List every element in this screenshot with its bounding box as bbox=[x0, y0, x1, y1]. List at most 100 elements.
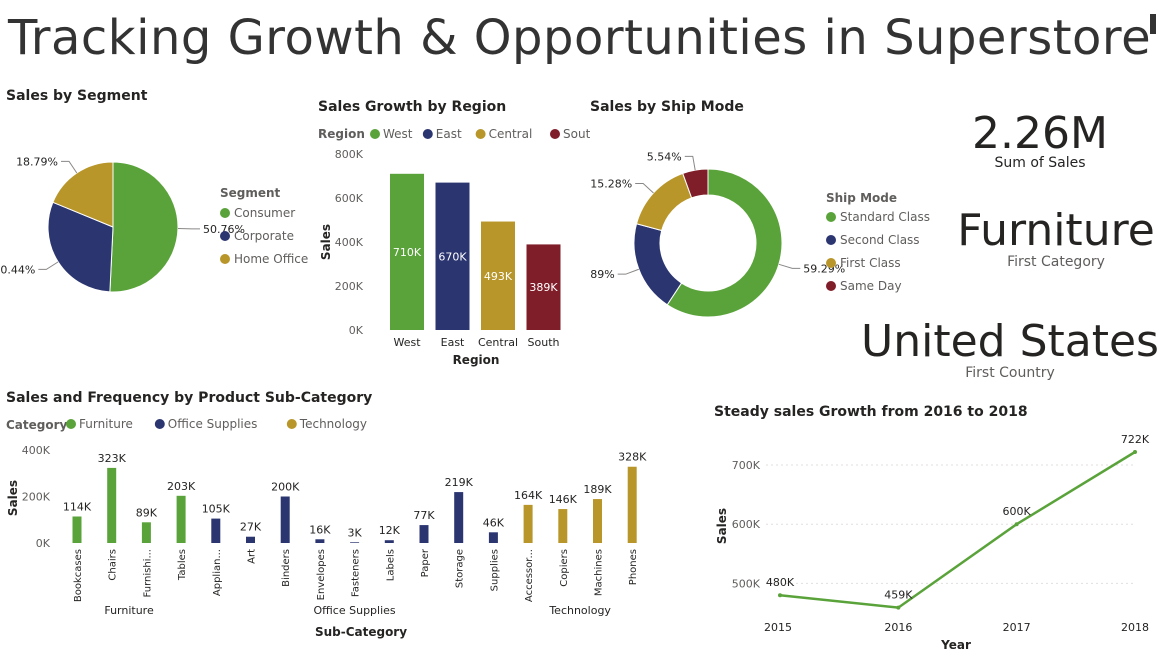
subcategory-x-tick-label: Copiers bbox=[559, 549, 570, 587]
shipmode-legend-item[interactable]: Standard Class bbox=[840, 210, 930, 224]
kpi-category-label: First Category bbox=[1007, 254, 1105, 270]
subcategory-x-tick-label: Applian... bbox=[212, 549, 223, 596]
subcategory-bar-applian[interactable] bbox=[211, 518, 221, 543]
shipmode-slice-first-class[interactable] bbox=[635, 172, 693, 232]
yearly-x-tick-label: 2018 bbox=[1121, 621, 1149, 634]
subcategory-legend-title: Category bbox=[6, 418, 68, 432]
segment-legend-item[interactable]: Consumer bbox=[234, 206, 295, 220]
yearly-data-point[interactable] bbox=[1014, 522, 1019, 527]
region-x-axis-title: Region bbox=[453, 353, 500, 367]
subcategory-bar-labels[interactable] bbox=[384, 540, 394, 543]
subcategory-group-label: Technology bbox=[548, 604, 611, 617]
yearly-data-label: 459K bbox=[884, 589, 913, 602]
yearly-data-label: 722K bbox=[1121, 433, 1150, 446]
region-legend-item[interactable]: Central bbox=[489, 127, 533, 141]
shipmode-slice-standard-class[interactable] bbox=[666, 168, 783, 318]
segment-legend-item[interactable]: Home Office bbox=[234, 252, 308, 266]
shipmode-slice-same-day[interactable] bbox=[682, 168, 709, 199]
shipmode-legend-item[interactable]: Same Day bbox=[840, 279, 902, 293]
yearly-data-point[interactable] bbox=[1133, 450, 1137, 454]
subcategory-x-tick-label: Envelopes bbox=[316, 549, 327, 600]
region-bar-value-label: 670K bbox=[438, 250, 467, 263]
segment-slice-consumer[interactable] bbox=[109, 161, 179, 293]
subcategory-bar-chart: Category Furniture Office Supplies Technol… bbox=[6, 417, 647, 639]
subcategory-bar-tables[interactable] bbox=[176, 495, 186, 543]
region-legend-marker bbox=[475, 129, 486, 139]
subcategory-bar-bookcases[interactable] bbox=[72, 516, 82, 543]
subcategory-bar-accessor[interactable] bbox=[523, 504, 533, 543]
yearly-y-tick-label: 700K bbox=[732, 459, 761, 472]
region-bar-east[interactable] bbox=[435, 182, 470, 330]
region-legend-item[interactable]: West bbox=[383, 127, 413, 141]
shipmode-legend-marker bbox=[826, 235, 836, 245]
shipmode-leader-line bbox=[778, 263, 801, 269]
region-x-tick-label: West bbox=[393, 336, 421, 349]
subcategory-chart-title: Sales and Frequency by Product Sub-Categ… bbox=[6, 390, 373, 406]
subcategory-legend-item[interactable]: Office Supplies bbox=[168, 417, 258, 431]
subcategory-bar-envelopes[interactable] bbox=[315, 539, 325, 543]
segment-slice-home-office[interactable] bbox=[52, 161, 114, 228]
subcategory-bar-art[interactable] bbox=[246, 536, 255, 543]
shipmode-legend-marker bbox=[826, 212, 836, 222]
yearly-sales-line[interactable] bbox=[779, 450, 1136, 609]
subcategory-bar-value-label: 16K bbox=[309, 523, 331, 536]
segment-leader-line bbox=[61, 160, 78, 174]
yearly-y-axis-title: Sales bbox=[715, 508, 729, 544]
subcategory-bar-phones[interactable] bbox=[627, 466, 637, 543]
shipmode-slice-second-class[interactable] bbox=[633, 223, 683, 306]
subcategory-bar-value-label: 219K bbox=[445, 476, 474, 489]
kpi-country-card: United States First Country bbox=[860, 316, 1160, 381]
subcategory-bar-value-label: 27K bbox=[240, 521, 262, 534]
region-bar-value-label: 389K bbox=[529, 281, 558, 294]
segment-legend-item[interactable]: Corporate bbox=[234, 229, 294, 243]
region-y-tick-label: 400K bbox=[335, 236, 364, 249]
subcategory-x-tick-label: Paper bbox=[420, 548, 431, 577]
region-legend-marker bbox=[422, 129, 433, 139]
subcategory-bar-copiers[interactable] bbox=[558, 509, 568, 543]
subcategory-legend-marker bbox=[66, 419, 76, 429]
subcategory-bar-fasteners[interactable] bbox=[350, 542, 360, 543]
subcategory-bar-value-label: 3K bbox=[347, 526, 362, 539]
shipmode-data-label: 59.29% bbox=[803, 262, 845, 275]
segment-data-label: 18.79% bbox=[16, 155, 58, 168]
subcategory-x-tick-label: Supplies bbox=[489, 549, 500, 591]
shipmode-legend-title: Ship Mode bbox=[826, 191, 897, 205]
segment-data-label: 50.76% bbox=[203, 223, 245, 236]
subcategory-x-tick-label: Labels bbox=[385, 549, 396, 581]
subcategory-bar-storage[interactable] bbox=[454, 492, 464, 543]
subcategory-bar-chairs[interactable] bbox=[107, 467, 117, 543]
subcategory-bar-value-label: 146K bbox=[549, 493, 578, 506]
subcategory-group-label: Furniture bbox=[104, 604, 154, 617]
subcategory-legend-item[interactable]: Furniture bbox=[79, 417, 133, 431]
subcategory-x-tick-label: Chairs bbox=[108, 549, 119, 581]
yearly-data-point[interactable] bbox=[778, 593, 782, 598]
region-legend-marker bbox=[370, 129, 380, 139]
subcategory-bar-binders[interactable] bbox=[280, 496, 290, 544]
shipmode-legend-item[interactable]: First Class bbox=[840, 256, 901, 270]
yearly-x-tick-label: 2016 bbox=[884, 621, 912, 634]
subcategory-legend-marker bbox=[154, 419, 165, 429]
region-bar-west[interactable] bbox=[390, 173, 424, 330]
subcategory-bar-supplies[interactable] bbox=[488, 532, 498, 543]
region-y-tick-label: 0K bbox=[349, 324, 364, 337]
region-bar-value-label: 710K bbox=[393, 246, 422, 259]
kpi-category-value: Furniture bbox=[957, 205, 1155, 256]
shipmode-legend-item[interactable]: Second Class bbox=[840, 233, 920, 247]
yearly-data-point[interactable] bbox=[896, 605, 901, 610]
subcategory-bar-furnishi[interactable] bbox=[141, 522, 151, 543]
subcategory-bar-paper[interactable] bbox=[419, 525, 429, 543]
subcategory-y-tick-label: 400K bbox=[22, 444, 51, 457]
shipmode-data-label: 5.54% bbox=[647, 150, 682, 163]
region-bar-central[interactable] bbox=[481, 221, 515, 330]
yearly-x-axis-title: Year bbox=[940, 638, 971, 652]
region-legend-item[interactable]: East bbox=[436, 127, 462, 141]
yearly-chart-title: Steady sales Growth from 2016 to 2018 bbox=[714, 404, 1028, 420]
region-legend-item[interactable]: South bbox=[563, 127, 590, 141]
subcategory-legend-item[interactable]: Technology bbox=[299, 417, 367, 431]
subcategory-bar-value-label: 323K bbox=[98, 452, 127, 465]
subcategory-bar-machines[interactable] bbox=[593, 499, 602, 543]
region-bar-south[interactable] bbox=[526, 244, 561, 330]
region-y-tick-label: 600K bbox=[335, 192, 364, 205]
segment-slice-corporate[interactable] bbox=[47, 201, 114, 293]
scroll-handle[interactable] bbox=[1150, 14, 1156, 34]
